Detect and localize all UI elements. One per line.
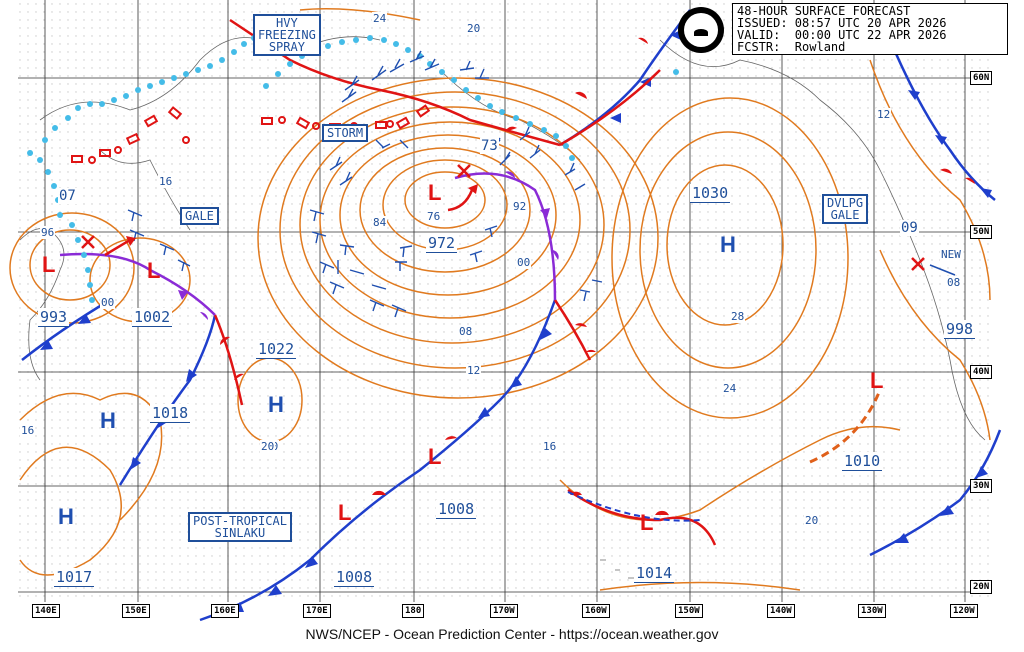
noaa-logo — [678, 7, 724, 53]
lat-label: 20N — [970, 580, 993, 594]
isobar-label: 28 — [730, 310, 746, 323]
high-symbol-east: H — [720, 232, 736, 257]
lon-label: 160E — [211, 604, 239, 618]
lon-label: 120W — [950, 604, 978, 618]
lat-label: 30N — [970, 479, 993, 493]
isobar-label: 84 — [372, 216, 388, 229]
dashed-trough-2 — [567, 491, 701, 522]
lon-label: 160W — [582, 604, 610, 618]
high-symbol-mid: H — [268, 392, 284, 417]
isobar-label: 08 — [458, 325, 474, 338]
lon-label: 140E — [32, 604, 60, 618]
high-symbol-far-sw: H — [58, 504, 74, 529]
pressure-high-mid: 1022 — [256, 340, 297, 359]
cold-front-barbs — [40, 30, 992, 612]
pressure-low-main: 972 — [426, 234, 458, 253]
wind-barbs — [127, 50, 603, 318]
isobar-label: 16 — [20, 424, 36, 437]
lon-label: 140W — [767, 604, 795, 618]
lon-label: 180 — [402, 604, 425, 618]
isobar-label: 20 — [260, 440, 276, 453]
hvy-freezing-spray-box: HVY FREEZING SPRAY — [253, 14, 321, 56]
isobar-label: 20 — [466, 22, 482, 35]
lat-label: 40N — [970, 365, 993, 379]
low-symbol-sw: L — [338, 500, 352, 525]
header-forecaster: FCSTR: Rowland — [737, 40, 846, 54]
header-title: 48-HOUR SURFACE FORECAST — [737, 4, 911, 18]
isobar-label: 09 — [900, 220, 919, 236]
low-symbol-main: L — [428, 180, 442, 205]
pressure-low-e: 1010 — [842, 452, 883, 471]
isobar-label: 12 — [466, 364, 482, 377]
low-symbol-mid: L — [428, 444, 442, 469]
forecast-header: 48-HOUR SURFACE FORECAST ISSUED: 08:57 U… — [732, 3, 1008, 55]
lon-label: 130W — [858, 604, 886, 618]
new-arrow — [929, 264, 956, 276]
lat-label: 50N — [970, 225, 993, 239]
isobar-label: 24 — [372, 12, 388, 25]
isobar-label: 92 — [512, 200, 528, 213]
pressure-high-east: 1030 — [690, 184, 731, 203]
lon-label: 170E — [303, 604, 331, 618]
isobar-label: 73 — [480, 138, 499, 154]
pressure-low-west: 993 — [38, 308, 70, 327]
lat-label: 60N — [970, 71, 993, 85]
isobars — [9, 8, 991, 591]
footer-credit: NWS/NCEP - Ocean Prediction Center - htt… — [305, 626, 719, 642]
lon-label: 150E — [122, 604, 150, 618]
low-symbol-hawaii: L — [640, 510, 654, 535]
lon-label: 170W — [490, 604, 518, 618]
high-symbol-sw: H — [100, 408, 116, 433]
pressure-low-hawaii: 1014 — [634, 564, 675, 583]
new-label: NEW — [940, 248, 962, 261]
isobar-label: 16 — [158, 175, 174, 188]
isobar-label: 12 — [876, 108, 892, 121]
low-symbol-east: L — [870, 368, 884, 393]
dashed-trough — [809, 389, 882, 464]
low-symbol-west2: L — [147, 258, 161, 283]
isobar-label: 76 — [426, 210, 442, 223]
pressure-low-west2: 1002 — [132, 308, 173, 327]
position-markers — [81, 164, 925, 271]
isobar-label: 00 — [100, 296, 116, 309]
header-issued: ISSUED: 08:57 UTC 20 APR 2026 — [737, 16, 947, 30]
occluded-symbols — [178, 171, 559, 320]
isobar-label: 24 — [722, 382, 738, 395]
pressure-low-mid: 1008 — [436, 500, 477, 519]
isobar-label: 16 — [542, 440, 558, 453]
occluded-fronts — [59, 172, 557, 316]
post-tropical-box: POST-TROPICAL SINLAKU — [188, 512, 292, 542]
pressure-high-sw: 1018 — [150, 404, 191, 423]
isobar-label: 20 — [804, 514, 820, 527]
freezing-spray-boundary — [27, 35, 679, 303]
storm-warning-box: STORM — [322, 124, 369, 142]
isobar-label: 07 — [58, 188, 77, 204]
low-symbol-west: L — [42, 252, 56, 277]
pressure-high-far-sw: 1017 — [54, 568, 95, 587]
developing-gale-box: DVLPG GALE — [822, 194, 869, 224]
isobar-label: 96 — [40, 226, 56, 239]
gale-warning-box: GALE — [180, 207, 219, 225]
motion-arrows — [104, 189, 474, 257]
lon-label: 150W — [675, 604, 703, 618]
isobar-label: 00 — [516, 256, 532, 269]
header-valid: VALID: 00:00 UTC 22 APR 2026 — [737, 28, 947, 42]
pressure-low-ne: 998 — [944, 320, 976, 339]
isobar-label: 08 — [946, 276, 962, 289]
pressure-low-south: 1008 — [334, 568, 375, 587]
